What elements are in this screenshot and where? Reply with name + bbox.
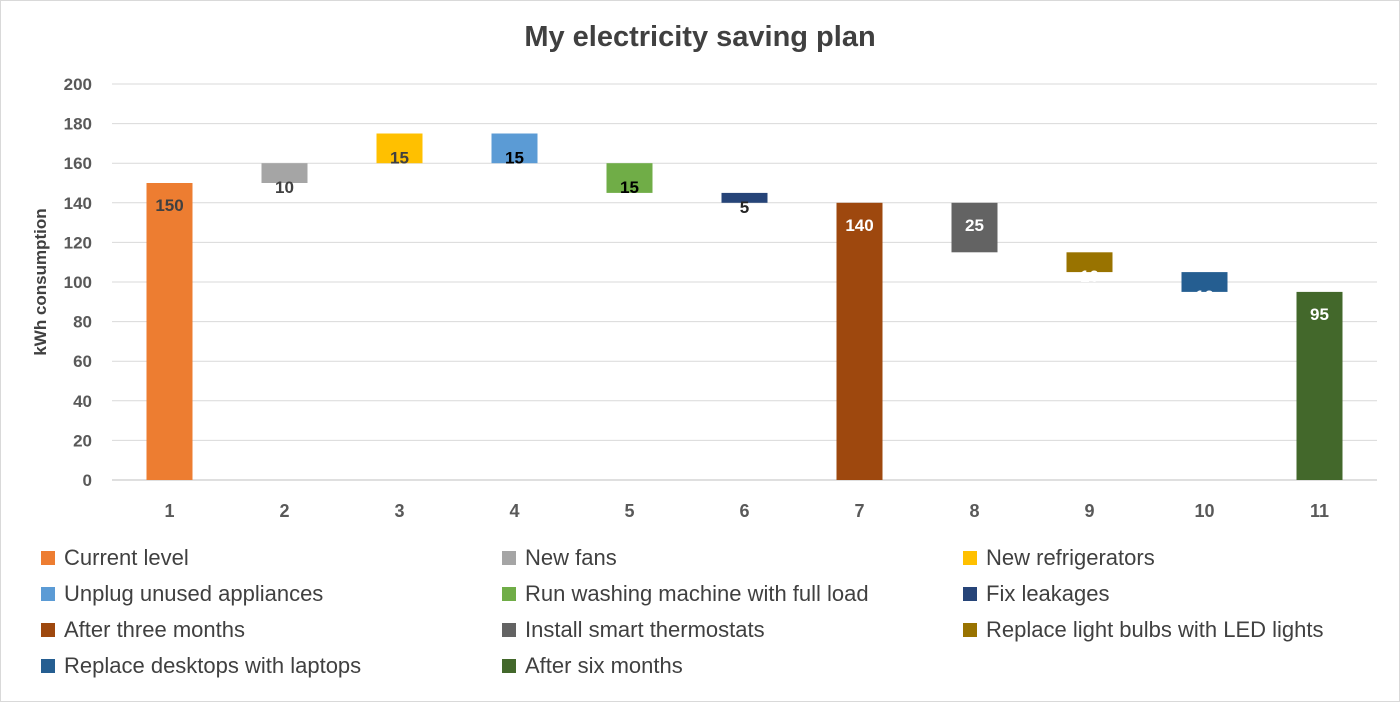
data-label: 15: [390, 149, 409, 168]
data-label: 10: [1080, 267, 1099, 286]
bar: [146, 183, 193, 480]
data-label: 15: [505, 149, 524, 168]
data-label: 150: [155, 196, 183, 215]
legend-item: Replace desktops with laptops: [41, 653, 502, 678]
y-tick-label: 40: [73, 392, 92, 411]
legend-label: Current level: [64, 545, 189, 570]
bar: [261, 163, 308, 183]
legend-label: New refrigerators: [986, 545, 1155, 570]
legend-label: After three months: [64, 617, 245, 642]
legend-item: Replace light bulbs with LED lights: [963, 617, 1383, 642]
legend-swatch: [963, 623, 977, 637]
bar: [1296, 291, 1343, 480]
y-tick-label: 100: [64, 273, 92, 292]
legend-swatch: [502, 623, 516, 637]
y-tick-label: 20: [73, 431, 92, 450]
y-tick-label: 140: [64, 194, 92, 213]
y-tick-label: 200: [64, 75, 92, 94]
legend-swatch: [963, 551, 977, 565]
data-label: 5: [740, 198, 749, 217]
y-tick-label: 80: [73, 313, 92, 332]
legend-label: Replace light bulbs with LED lights: [986, 617, 1324, 642]
y-tick-label: 60: [73, 352, 92, 371]
legend-item: Install smart thermostats: [502, 617, 963, 642]
legend-swatch: [41, 551, 55, 565]
x-tick-label: 8: [969, 501, 979, 521]
legend-swatch: [963, 587, 977, 601]
legend-swatch: [502, 659, 516, 673]
data-label: 140: [845, 216, 873, 235]
legend-item: New refrigerators: [963, 545, 1383, 570]
x-tick-label: 5: [624, 501, 634, 521]
y-tick-label: 120: [64, 233, 92, 252]
x-tick-label: 2: [279, 501, 289, 521]
legend-swatch: [41, 659, 55, 673]
legend-item: Current level: [41, 545, 502, 570]
x-tick-label: 1: [164, 501, 174, 521]
legend-swatch: [502, 587, 516, 601]
bar: [1181, 272, 1228, 292]
data-label: 10: [275, 178, 294, 197]
legend-label: Fix leakages: [986, 581, 1110, 606]
y-axis-label: kWh consumption: [31, 208, 50, 355]
x-tick-label: 11: [1310, 501, 1329, 521]
x-tick-label: 9: [1084, 501, 1094, 521]
legend-label: Run washing machine with full load: [525, 581, 869, 606]
data-label: 25: [965, 216, 984, 235]
legend-label: Unplug unused appliances: [64, 581, 324, 606]
data-label: 15: [620, 178, 639, 197]
x-tick-label: 3: [394, 501, 404, 521]
x-tick-label: 10: [1194, 501, 1214, 521]
legend-item: Unplug unused appliances: [41, 581, 502, 606]
bar: [721, 192, 768, 203]
bar: [951, 202, 998, 253]
data-label: 95: [1310, 305, 1329, 324]
legend-item: Fix leakages: [963, 581, 1383, 606]
x-tick-label: 6: [739, 501, 749, 521]
legend-item: After six months: [502, 653, 963, 678]
legend-item: After three months: [41, 617, 502, 642]
bar: [606, 163, 653, 193]
legend-label: New fans: [525, 545, 617, 570]
legend-label: After six months: [525, 653, 683, 678]
chart-plot: 0 20 40 60 80 100 120 140 160 180 200 kWh consumpti…: [31, 75, 1377, 521]
legend-swatch: [41, 623, 55, 637]
x-tick-label: 7: [854, 501, 864, 521]
data-label: 10: [1195, 287, 1214, 306]
legend-swatch: [41, 587, 55, 601]
chart-legend: Current level New fans New refrigerators Un…: [41, 545, 1391, 678]
bar: [1066, 252, 1113, 273]
x-tick-label: 4: [509, 501, 519, 521]
bar: [836, 202, 883, 481]
bar: [491, 133, 538, 164]
legend-swatch: [502, 551, 516, 565]
legend-label: Install smart thermostats: [525, 617, 765, 642]
y-tick-label: 180: [64, 115, 92, 134]
y-tick-label: 160: [64, 154, 92, 173]
legend-item: Run washing machine with full load: [502, 581, 963, 606]
y-tick-label: 0: [83, 471, 92, 490]
legend-item: New fans: [502, 545, 963, 570]
legend-label: Replace desktops with laptops: [64, 653, 362, 678]
bar: [376, 133, 423, 164]
chart-title: My electricity saving plan: [524, 21, 876, 53]
